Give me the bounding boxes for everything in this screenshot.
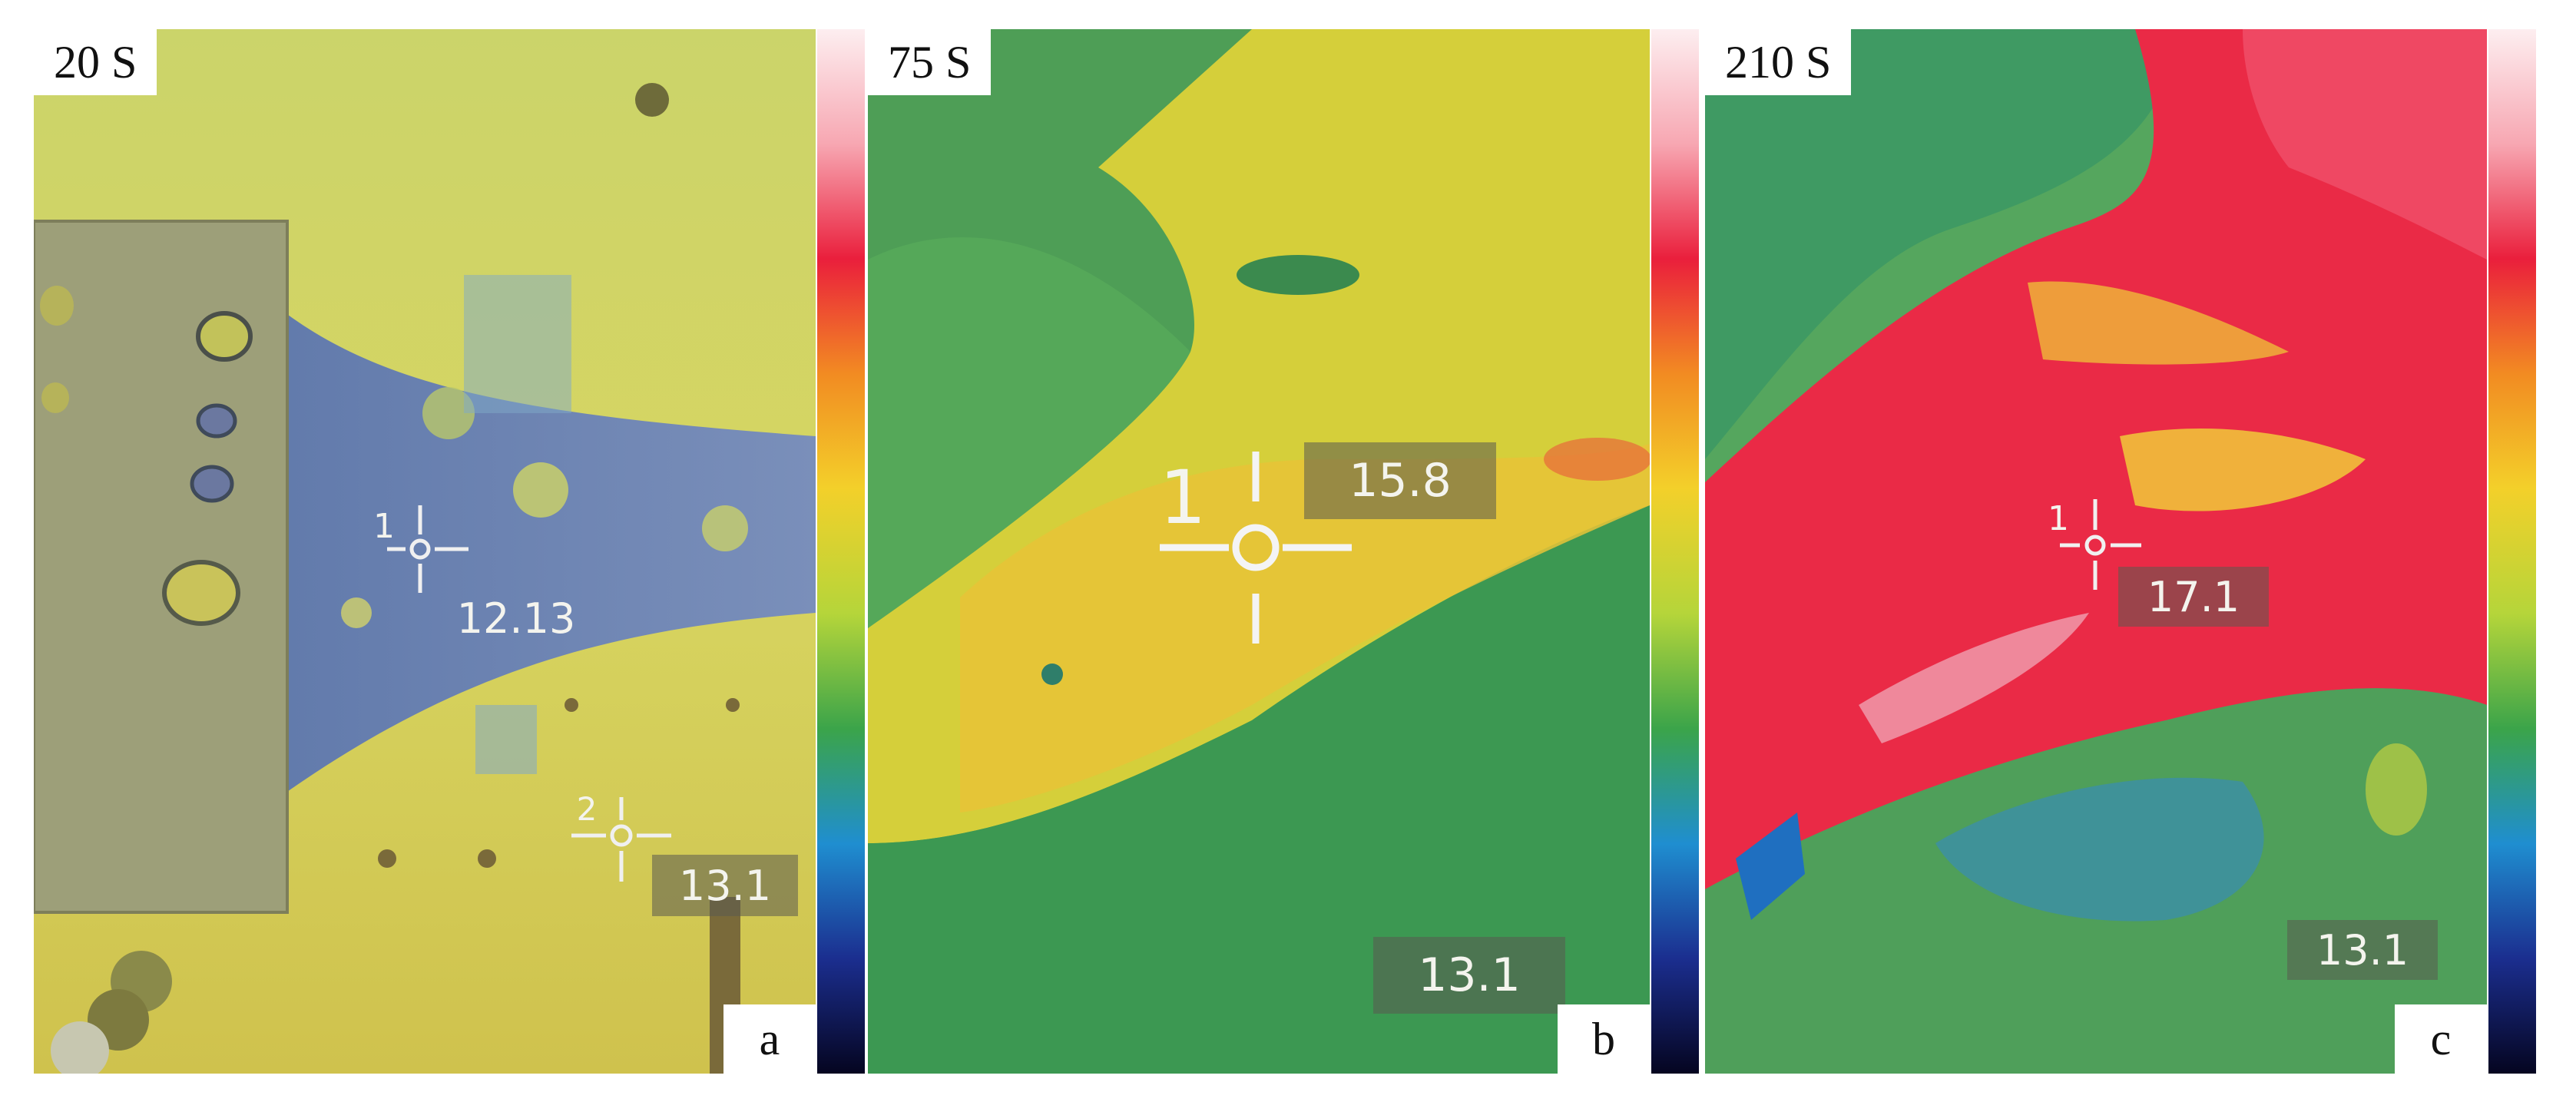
color-scale-bar-b [1651, 29, 1699, 1074]
panel-letter-a: a [723, 1004, 816, 1074]
thermal-image-b [868, 29, 1650, 1074]
time-label-c: 210 S [1705, 29, 1852, 95]
thermal-panel-b: 1 15.8 13.1 75 S b [868, 29, 1650, 1074]
panel-letter-b: b [1558, 1004, 1650, 1074]
time-label-a: 20 S [34, 29, 157, 95]
marker-id-b-1: 1 [1159, 455, 1207, 541]
panel-letter-c: c [2395, 1004, 2487, 1074]
time-label-b: 75 S [868, 29, 992, 95]
thermal-panel-c: 1 17.1 13.1 210 S c [1705, 29, 2487, 1074]
marker-id-c-1: 1 [2048, 498, 2069, 538]
temperature-readout-b-2: 13.1 [1373, 937, 1565, 1014]
thermal-image-a [34, 29, 816, 1074]
color-scale-bar-c [2488, 29, 2536, 1074]
temperature-readout-b-1: 15.8 [1304, 442, 1496, 519]
marker-id-a-1: 1 [373, 506, 395, 546]
thermal-panel-a: 1 12.13 2 13.1 20 S a [34, 29, 816, 1074]
temperature-readout-a-1: 12.13 [456, 594, 576, 643]
thermal-image-c [1705, 29, 2487, 1074]
marker-id-a-2: 2 [576, 789, 598, 828]
temperature-readout-a-2: 13.1 [652, 855, 798, 916]
temperature-readout-c-2: 13.1 [2287, 920, 2438, 980]
color-scale-bar-a [817, 29, 865, 1074]
temperature-readout-c-1: 17.1 [2118, 567, 2269, 627]
